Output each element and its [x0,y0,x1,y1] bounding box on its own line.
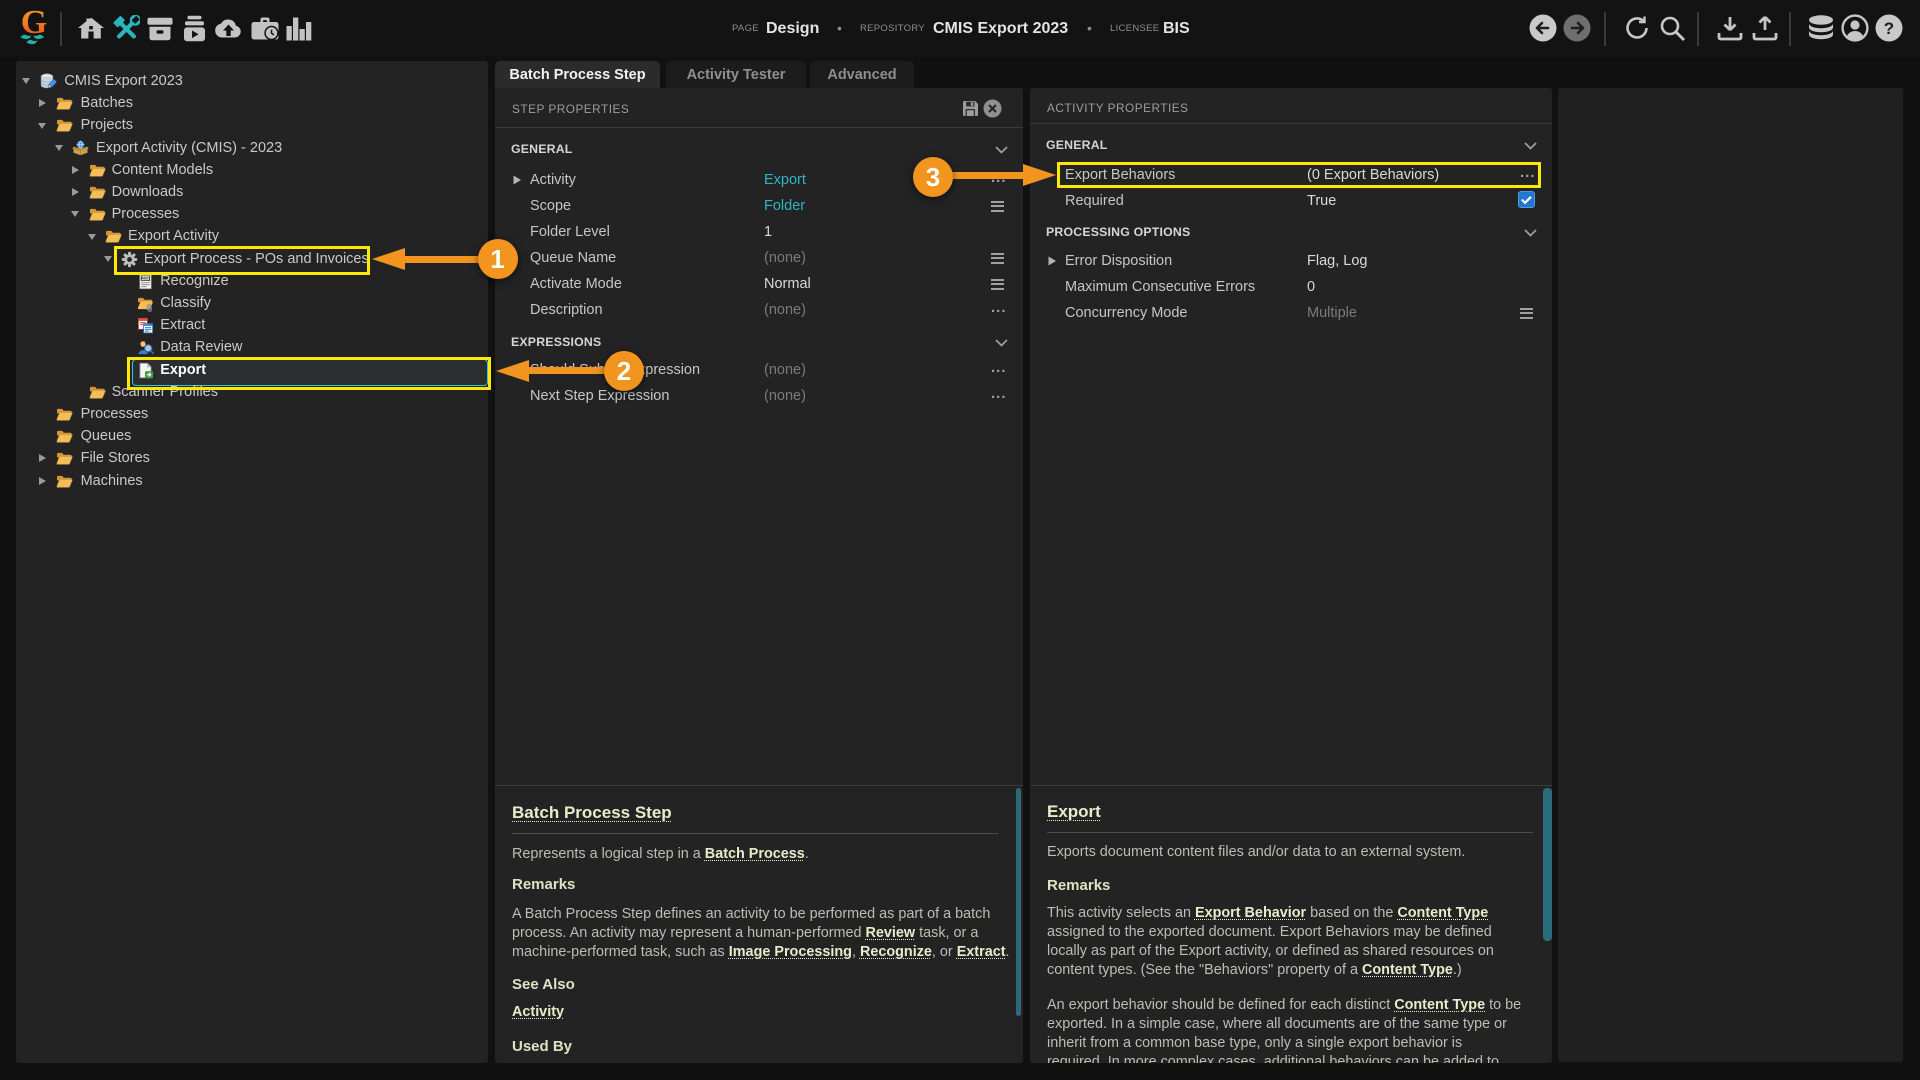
svg-text:ABC: ABC [141,275,150,280]
svg-text:?: ? [1884,19,1894,38]
